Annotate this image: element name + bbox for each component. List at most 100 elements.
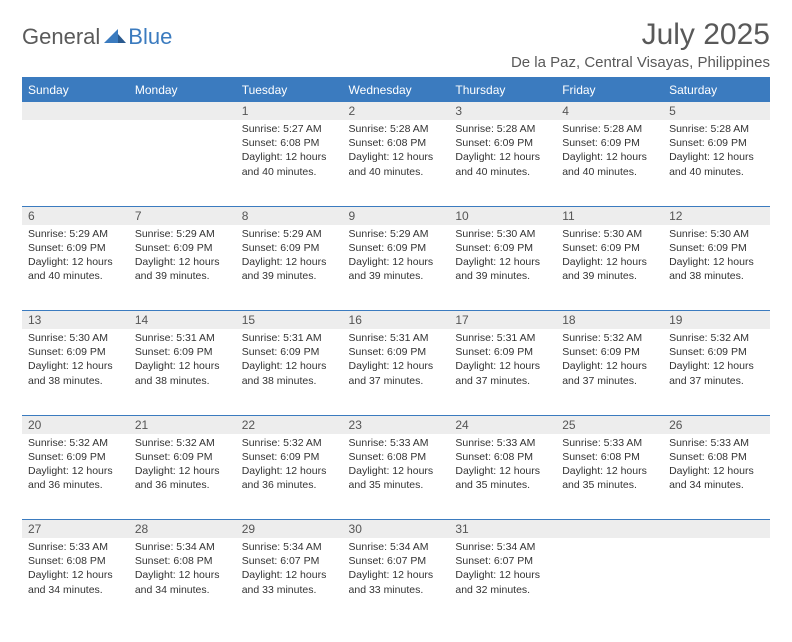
sunrise-line: Sunrise: 5:34 AM [455, 540, 550, 554]
daylight-line: Daylight: 12 hours and 33 minutes. [242, 568, 337, 596]
day-number-row: 13141516171819 [22, 311, 770, 330]
daylight-line: Daylight: 12 hours and 38 minutes. [669, 255, 764, 283]
daylight-line: Daylight: 12 hours and 37 minutes. [455, 359, 550, 387]
sunset-line: Sunset: 6:08 PM [135, 554, 230, 568]
sunrise-line: Sunrise: 5:33 AM [455, 436, 550, 450]
sunset-line: Sunset: 6:09 PM [28, 241, 123, 255]
day-body-cell: Sunrise: 5:31 AMSunset: 6:09 PMDaylight:… [449, 329, 556, 415]
daylight-line: Daylight: 12 hours and 38 minutes. [242, 359, 337, 387]
day-body-cell: Sunrise: 5:33 AMSunset: 6:08 PMDaylight:… [663, 434, 770, 520]
day-details: Sunrise: 5:33 AMSunset: 6:08 PMDaylight:… [663, 434, 770, 497]
day-details: Sunrise: 5:32 AMSunset: 6:09 PMDaylight:… [22, 434, 129, 497]
sunset-line: Sunset: 6:09 PM [349, 345, 444, 359]
daylight-line: Daylight: 12 hours and 34 minutes. [669, 464, 764, 492]
day-number-cell: 30 [343, 520, 450, 539]
day-body-cell: Sunrise: 5:28 AMSunset: 6:09 PMDaylight:… [556, 120, 663, 206]
daylight-line: Daylight: 12 hours and 39 minutes. [562, 255, 657, 283]
daylight-line: Daylight: 12 hours and 39 minutes. [135, 255, 230, 283]
day-number-cell: 31 [449, 520, 556, 539]
day-details: Sunrise: 5:28 AMSunset: 6:09 PMDaylight:… [449, 120, 556, 183]
daylight-line: Daylight: 12 hours and 35 minutes. [562, 464, 657, 492]
day-details: Sunrise: 5:34 AMSunset: 6:07 PMDaylight:… [449, 538, 556, 601]
day-details: Sunrise: 5:33 AMSunset: 6:08 PMDaylight:… [22, 538, 129, 601]
sunrise-line: Sunrise: 5:28 AM [349, 122, 444, 136]
sunrise-line: Sunrise: 5:33 AM [349, 436, 444, 450]
day-details: Sunrise: 5:30 AMSunset: 6:09 PMDaylight:… [22, 329, 129, 392]
day-body-row: Sunrise: 5:33 AMSunset: 6:08 PMDaylight:… [22, 538, 770, 624]
logo: General Blue [22, 24, 172, 50]
location-subtitle: De la Paz, Central Visayas, Philippines [511, 54, 770, 71]
day-details: Sunrise: 5:33 AMSunset: 6:08 PMDaylight:… [343, 434, 450, 497]
sunrise-line: Sunrise: 5:29 AM [242, 227, 337, 241]
day-details: Sunrise: 5:28 AMSunset: 6:09 PMDaylight:… [556, 120, 663, 183]
sunset-line: Sunset: 6:08 PM [349, 136, 444, 150]
sunrise-line: Sunrise: 5:30 AM [455, 227, 550, 241]
daylight-line: Daylight: 12 hours and 38 minutes. [28, 359, 123, 387]
sunrise-line: Sunrise: 5:32 AM [28, 436, 123, 450]
day-body-cell: Sunrise: 5:32 AMSunset: 6:09 PMDaylight:… [663, 329, 770, 415]
day-details: Sunrise: 5:29 AMSunset: 6:09 PMDaylight:… [343, 225, 450, 288]
calendar-table: SundayMondayTuesdayWednesdayThursdayFrid… [22, 77, 770, 624]
sunrise-line: Sunrise: 5:29 AM [28, 227, 123, 241]
day-body-cell: Sunrise: 5:31 AMSunset: 6:09 PMDaylight:… [236, 329, 343, 415]
day-number-cell: 8 [236, 206, 343, 225]
sunrise-line: Sunrise: 5:34 AM [135, 540, 230, 554]
sunset-line: Sunset: 6:09 PM [669, 241, 764, 255]
day-body-cell: Sunrise: 5:33 AMSunset: 6:08 PMDaylight:… [22, 538, 129, 624]
day-details: Sunrise: 5:32 AMSunset: 6:09 PMDaylight:… [556, 329, 663, 392]
weekday-header: Saturday [663, 78, 770, 102]
day-number-row: 12345 [22, 102, 770, 121]
daylight-line: Daylight: 12 hours and 40 minutes. [349, 150, 444, 178]
sunset-line: Sunset: 6:09 PM [242, 450, 337, 464]
day-number-cell: 9 [343, 206, 450, 225]
day-number-cell: 2 [343, 102, 450, 121]
day-body-cell: Sunrise: 5:33 AMSunset: 6:08 PMDaylight:… [556, 434, 663, 520]
day-body-cell: Sunrise: 5:30 AMSunset: 6:09 PMDaylight:… [22, 329, 129, 415]
day-number-cell: 17 [449, 311, 556, 330]
sunrise-line: Sunrise: 5:33 AM [562, 436, 657, 450]
sunrise-line: Sunrise: 5:31 AM [242, 331, 337, 345]
day-details: Sunrise: 5:28 AMSunset: 6:09 PMDaylight:… [663, 120, 770, 183]
sunset-line: Sunset: 6:08 PM [455, 450, 550, 464]
day-body-cell: Sunrise: 5:32 AMSunset: 6:09 PMDaylight:… [22, 434, 129, 520]
day-body-cell: Sunrise: 5:33 AMSunset: 6:08 PMDaylight:… [343, 434, 450, 520]
day-number-row: 20212223242526 [22, 415, 770, 434]
sunrise-line: Sunrise: 5:30 AM [562, 227, 657, 241]
day-body-cell: Sunrise: 5:32 AMSunset: 6:09 PMDaylight:… [129, 434, 236, 520]
logo-triangle-icon [104, 27, 126, 43]
daylight-line: Daylight: 12 hours and 36 minutes. [242, 464, 337, 492]
day-number-cell: 22 [236, 415, 343, 434]
day-body-cell: Sunrise: 5:31 AMSunset: 6:09 PMDaylight:… [129, 329, 236, 415]
day-number-cell: 18 [556, 311, 663, 330]
day-details: Sunrise: 5:31 AMSunset: 6:09 PMDaylight:… [343, 329, 450, 392]
sunset-line: Sunset: 6:09 PM [28, 345, 123, 359]
sunset-line: Sunset: 6:09 PM [562, 345, 657, 359]
day-number-cell: 3 [449, 102, 556, 121]
sunrise-line: Sunrise: 5:30 AM [669, 227, 764, 241]
day-details: Sunrise: 5:30 AMSunset: 6:09 PMDaylight:… [663, 225, 770, 288]
day-details: Sunrise: 5:29 AMSunset: 6:09 PMDaylight:… [236, 225, 343, 288]
weekday-header: Sunday [22, 78, 129, 102]
sunrise-line: Sunrise: 5:34 AM [349, 540, 444, 554]
daylight-line: Daylight: 12 hours and 40 minutes. [28, 255, 123, 283]
day-number-cell: 23 [343, 415, 450, 434]
header: General Blue July 2025 De la Paz, Centra… [22, 18, 770, 71]
sunset-line: Sunset: 6:09 PM [349, 241, 444, 255]
day-body-cell [22, 120, 129, 206]
day-body-row: Sunrise: 5:32 AMSunset: 6:09 PMDaylight:… [22, 434, 770, 520]
sunrise-line: Sunrise: 5:31 AM [349, 331, 444, 345]
daylight-line: Daylight: 12 hours and 35 minutes. [455, 464, 550, 492]
sunset-line: Sunset: 6:09 PM [135, 241, 230, 255]
day-number-cell: 1 [236, 102, 343, 121]
sunrise-line: Sunrise: 5:28 AM [669, 122, 764, 136]
sunset-line: Sunset: 6:08 PM [242, 136, 337, 150]
day-details: Sunrise: 5:32 AMSunset: 6:09 PMDaylight:… [236, 434, 343, 497]
month-title: July 2025 [511, 18, 770, 52]
calendar-page: General Blue July 2025 De la Paz, Centra… [0, 0, 792, 642]
day-number-cell: 15 [236, 311, 343, 330]
day-body-cell [129, 120, 236, 206]
day-body-row: Sunrise: 5:30 AMSunset: 6:09 PMDaylight:… [22, 329, 770, 415]
daylight-line: Daylight: 12 hours and 34 minutes. [28, 568, 123, 596]
sunset-line: Sunset: 6:09 PM [669, 345, 764, 359]
sunset-line: Sunset: 6:08 PM [28, 554, 123, 568]
